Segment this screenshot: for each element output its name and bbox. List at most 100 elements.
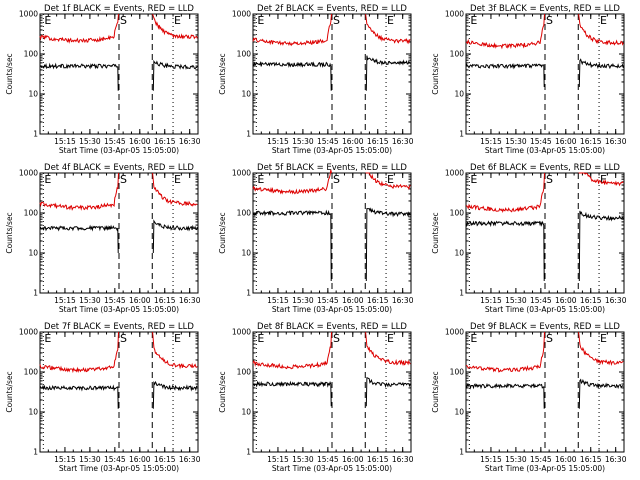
y-tick-label: 1 (246, 289, 251, 298)
y-tick-label: 100 (450, 50, 465, 59)
interval-marker-label: E (600, 332, 607, 345)
x-tick-label: 15:30 (292, 137, 314, 146)
panel-title: Det 8f BLACK = Events, RED = LLD (257, 322, 407, 332)
x-tick-label: 16:30 (392, 296, 414, 305)
x-tick-label: 15:45 (104, 296, 126, 305)
x-tick-label: 15:15 (267, 296, 289, 305)
detector-panel: Det 3f BLACK = Events, RED = LLD 1 10 100 10… (431, 4, 627, 155)
interval-marker-label: E (600, 14, 607, 27)
y-tick-label: 1000 (19, 169, 38, 178)
panel-title: Det 3f BLACK = Events, RED = LLD (470, 4, 620, 14)
x-tick-label: 15:15 (480, 296, 502, 305)
panel-title: Det 5f BLACK = Events, RED = LLD (257, 163, 407, 173)
x-axis-label: Start Time (03-Apr-05 15:05:00) (59, 305, 179, 314)
y-tick-label: 1000 (445, 328, 464, 337)
x-tick-label: 16:00 (129, 455, 151, 464)
y-tick-label: 100 (237, 368, 252, 377)
y-tick-label: 1 (459, 130, 464, 139)
y-tick-label: 10 (454, 90, 464, 99)
x-tick-label: 16:30 (392, 455, 414, 464)
detector-panel: Det 2f BLACK = Events, RED = LLD 1 10 100 10… (218, 4, 414, 155)
y-tick-label: 1000 (445, 10, 464, 19)
x-tick-label: 15:45 (317, 296, 339, 305)
interval-marker-label: E (174, 14, 181, 27)
events-rate-line (465, 378, 624, 409)
y-tick-label: 1 (33, 289, 38, 298)
interval-marker-label: S (333, 332, 340, 345)
interval-marker-label: E (387, 173, 394, 186)
interval-marker-label: E (174, 332, 181, 345)
x-tick-label: 16:00 (129, 296, 151, 305)
x-tick-label: 16:15 (580, 137, 602, 146)
x-tick-label: 16:30 (179, 137, 201, 146)
x-tick-label: 15:45 (530, 455, 552, 464)
detector-panel: Det 6f BLACK = Events, RED = LLD 1 10 100 10… (431, 163, 627, 314)
x-tick-label: 15:45 (317, 455, 339, 464)
x-tick-label: 15:45 (530, 137, 552, 146)
panel-title: Det 9f BLACK = Events, RED = LLD (470, 322, 620, 332)
y-tick-label: 100 (24, 209, 39, 218)
x-axis-label: Start Time (03-Apr-05 15:05:00) (59, 146, 179, 155)
y-tick-label: 10 (241, 249, 251, 258)
y-tick-label: 1000 (232, 10, 251, 19)
lld-rate-line (252, 13, 411, 47)
interval-marker-label: E (470, 14, 477, 27)
x-tick-label: 16:15 (154, 455, 176, 464)
interval-marker-label: E (387, 14, 394, 27)
x-tick-label: 16:15 (580, 296, 602, 305)
x-tick-label: 15:30 (79, 455, 101, 464)
detector-panel: Det 8f BLACK = Events, RED = LLD 1 10 100 10… (218, 322, 414, 473)
y-axis-label: Counts/sec (218, 371, 227, 412)
lld-rate-line (39, 172, 198, 211)
y-tick-label: 1000 (19, 10, 38, 19)
interval-marker-label: S (333, 173, 340, 186)
lld-rate-line (39, 331, 198, 374)
y-axis-label: Counts/sec (5, 371, 14, 412)
y-tick-label: 1 (33, 130, 38, 139)
panel-title: Det 6f BLACK = Events, RED = LLD (470, 163, 620, 173)
x-tick-label: 16:00 (555, 455, 577, 464)
x-tick-label: 16:30 (605, 296, 627, 305)
x-tick-label: 15:15 (54, 296, 76, 305)
interval-marker-label: E (387, 332, 394, 345)
y-tick-label: 1 (246, 448, 251, 457)
lld-rate-line (252, 169, 411, 195)
x-axis-label: Start Time (03-Apr-05 15:05:00) (272, 305, 392, 314)
panel-title: Det 7f BLACK = Events, RED = LLD (44, 322, 194, 332)
y-axis-label: Counts/sec (218, 212, 227, 253)
y-axis-label: Counts/sec (431, 53, 440, 94)
x-tick-label: 16:30 (179, 455, 201, 464)
y-axis-label: Counts/sec (5, 212, 14, 253)
x-tick-label: 15:30 (505, 455, 527, 464)
x-tick-label: 15:30 (79, 296, 101, 305)
x-tick-label: 15:15 (267, 137, 289, 146)
y-tick-label: 1 (459, 448, 464, 457)
x-axis-label: Start Time (03-Apr-05 15:05:00) (59, 464, 179, 473)
x-tick-label: 16:15 (367, 137, 389, 146)
y-tick-label: 10 (28, 90, 38, 99)
x-tick-label: 15:30 (79, 137, 101, 146)
x-tick-label: 15:30 (505, 137, 527, 146)
interval-marker-label: E (44, 14, 51, 27)
x-tick-label: 15:30 (292, 455, 314, 464)
x-axis-label: Start Time (03-Apr-05 15:05:00) (485, 146, 605, 155)
x-tick-label: 16:00 (555, 296, 577, 305)
interval-marker-label: E (44, 173, 51, 186)
interval-marker-label: E (600, 173, 607, 186)
interval-marker-label: S (120, 14, 127, 27)
x-tick-label: 16:15 (367, 296, 389, 305)
x-tick-label: 16:15 (154, 296, 176, 305)
lld-rate-line (39, 13, 198, 44)
y-axis-label: Counts/sec (431, 371, 440, 412)
interval-marker-label: E (257, 173, 264, 186)
x-tick-label: 16:30 (605, 137, 627, 146)
y-tick-label: 100 (450, 368, 465, 377)
x-tick-label: 15:15 (54, 455, 76, 464)
y-axis-label: Counts/sec (5, 53, 14, 94)
x-tick-label: 16:30 (392, 137, 414, 146)
y-tick-label: 1 (246, 130, 251, 139)
x-tick-label: 16:15 (154, 137, 176, 146)
events-rate-line (252, 377, 411, 407)
events-rate-line (39, 59, 198, 91)
